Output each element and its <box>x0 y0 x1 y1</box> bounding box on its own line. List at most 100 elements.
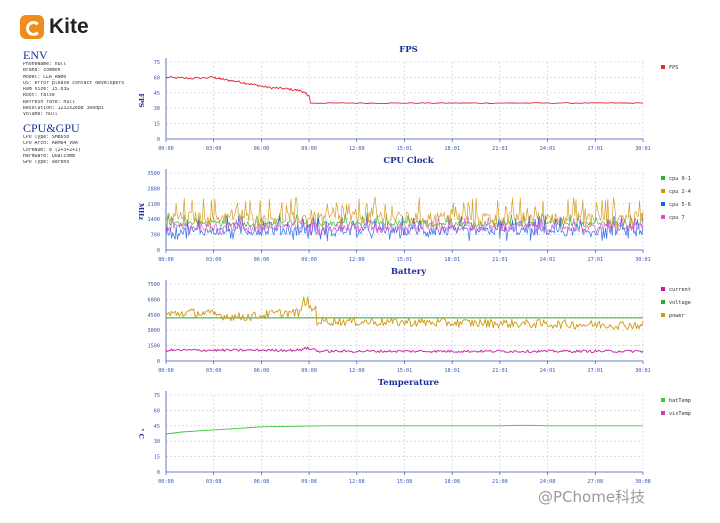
series-line-cpu-5-6 <box>165 215 644 242</box>
legend-swatch <box>661 215 665 219</box>
y-tick-label: 0 <box>157 470 160 476</box>
app-name: Kite <box>49 15 89 38</box>
x-tick-label: 21:08 <box>492 479 508 485</box>
x-tick-label: 12:08 <box>349 479 365 485</box>
y-tick-label: 0 <box>157 137 160 143</box>
x-tick-label: 21:01 <box>492 146 508 152</box>
x-tick-label: 00:00 <box>158 368 174 374</box>
x-tick-label: 21:01 <box>492 257 508 263</box>
x-tick-label: 18:08 <box>444 479 460 485</box>
y-tick-label: 1400 <box>148 217 161 223</box>
x-tick-label: 06:08 <box>254 479 270 485</box>
cpu-gpu-line: GPU Type: adreno <box>23 160 70 166</box>
x-tick-label: 09:00 <box>301 257 317 263</box>
legend-swatch <box>661 287 665 291</box>
legend-swatch <box>661 398 665 402</box>
chart-title: Battery <box>391 267 427 277</box>
x-tick-label: 03:00 <box>206 257 222 263</box>
cpu-gpu-line: Hardware: Qualcomm <box>23 153 75 159</box>
cpu-gpu-line: CPU Type: SM8650 <box>23 135 70 140</box>
y-tick-label: 75 <box>154 60 160 66</box>
x-tick-label: 27:01 <box>587 146 603 152</box>
env-line: OS: error please contact developers <box>23 80 125 86</box>
chart-temperature: Temperature ° C 0 15 30 45 60 75 00:00 03:08 06:08… <box>137 378 691 485</box>
x-tick-label: 21:01 <box>492 368 508 374</box>
x-tick-label: 24:01 <box>540 257 556 263</box>
x-tick-label: 24:08 <box>540 479 556 485</box>
y-tick-label: 700 <box>151 233 160 239</box>
legend-label: batTemp <box>669 398 691 404</box>
x-tick-label: 30:08 <box>635 479 651 485</box>
env-line: Model: CLA_AN00 <box>23 74 67 80</box>
env-panel: ENV PhoneName: null Brand: common Model: C… <box>23 49 141 119</box>
app-logo: Kite <box>20 15 89 39</box>
x-tick-label: 15:08 <box>397 479 413 485</box>
watermark: @PChome科技 <box>538 488 646 506</box>
env-line: Brand: common <box>23 68 61 74</box>
legend-label: power <box>669 313 685 319</box>
series-line-cpu-7 <box>165 215 644 236</box>
series-line-fps <box>165 76 644 104</box>
env-line: Resolution: 1232x2688 360dpi <box>23 106 104 112</box>
y-tick-label: 0 <box>157 248 160 254</box>
y-tick-label: 3000 <box>148 328 161 334</box>
legend-swatch <box>661 176 665 180</box>
y-tick-label: 45 <box>154 424 160 430</box>
x-tick-label: 09:08 <box>301 479 317 485</box>
legend-label: current <box>669 287 691 293</box>
env-lines: PhoneName: null Brand: common Model: CLA_A… <box>23 62 141 119</box>
x-tick-label: 27:01 <box>587 368 603 374</box>
legend-label: cpu 2-4 <box>669 189 691 195</box>
legend-label: cpu 5-6 <box>669 202 691 208</box>
y-tick-label: 4500 <box>148 313 161 319</box>
env-line: Root: false <box>23 93 55 99</box>
y-tick-label: 60 <box>154 408 160 414</box>
chart-fps: FPS FPS 0 15 30 45 60 75 00:00 03:00 06:00 09:00 12:… <box>137 45 678 152</box>
x-tick-label: 24:01 <box>540 146 556 152</box>
chart-battery: Battery 0 1500 3000 4500 6000 7500 00:00 03:00 06… <box>148 267 691 374</box>
legend-label: cpu 7 <box>669 215 685 221</box>
x-tick-label: 06:00 <box>254 368 270 374</box>
y-tick-label: 2800 <box>148 186 161 192</box>
y-tick-label: 2100 <box>148 202 161 208</box>
x-tick-label: 09:00 <box>301 368 317 374</box>
cpu-gpu-lines: CPU Type: SM8650 CPU Arch: ARM64_V8A CoreN… <box>23 135 141 166</box>
x-tick-label: 12:00 <box>349 257 365 263</box>
y-tick-label: 30 <box>154 439 160 445</box>
x-tick-label: 30:01 <box>635 257 651 263</box>
y-tick-label: 45 <box>154 91 160 97</box>
cpu-gpu-line: CoreNum: 8 (2+3+2+1) <box>23 147 81 153</box>
cpu-gpu-title: CPU&GPU <box>23 121 80 135</box>
legend-swatch <box>661 189 665 193</box>
x-tick-label: 09:00 <box>301 146 317 152</box>
cpu-gpu-line: CPU Arch: ARM64_V8A <box>23 141 78 147</box>
chart-title: CPU Clock <box>383 156 434 166</box>
env-line: Refresh rate: null <box>23 99 75 105</box>
chart-title: Temperature <box>378 378 440 388</box>
x-tick-label: 06:00 <box>254 257 270 263</box>
y-axis-label: ° C <box>137 428 145 439</box>
x-tick-label: 18:01 <box>444 146 460 152</box>
y-tick-label: 60 <box>154 75 160 81</box>
env-line: Volume: null <box>23 112 58 118</box>
legend-swatch <box>661 300 665 304</box>
legend-swatch <box>661 202 665 206</box>
y-tick-label: 6000 <box>148 297 161 303</box>
y-tick-label: 30 <box>154 106 160 112</box>
series-line-battemp <box>165 424 643 435</box>
x-tick-label: 30:01 <box>635 146 651 152</box>
env-title: ENV <box>23 48 48 62</box>
x-tick-label: 06:00 <box>254 146 270 152</box>
x-tick-label: 27:08 <box>587 479 603 485</box>
x-tick-label: 12:00 <box>349 368 365 374</box>
legend-label: visTemp <box>669 411 691 417</box>
x-tick-label: 03:00 <box>206 146 222 152</box>
legend-label: cpu 0-1 <box>669 176 691 182</box>
x-tick-label: 15:01 <box>397 368 413 374</box>
x-tick-label: 15:01 <box>397 146 413 152</box>
y-tick-label: 15 <box>154 122 160 128</box>
y-tick-label: 3500 <box>148 171 161 177</box>
series-line-cpu-2-4 <box>165 196 644 231</box>
x-tick-label: 24:01 <box>540 368 556 374</box>
